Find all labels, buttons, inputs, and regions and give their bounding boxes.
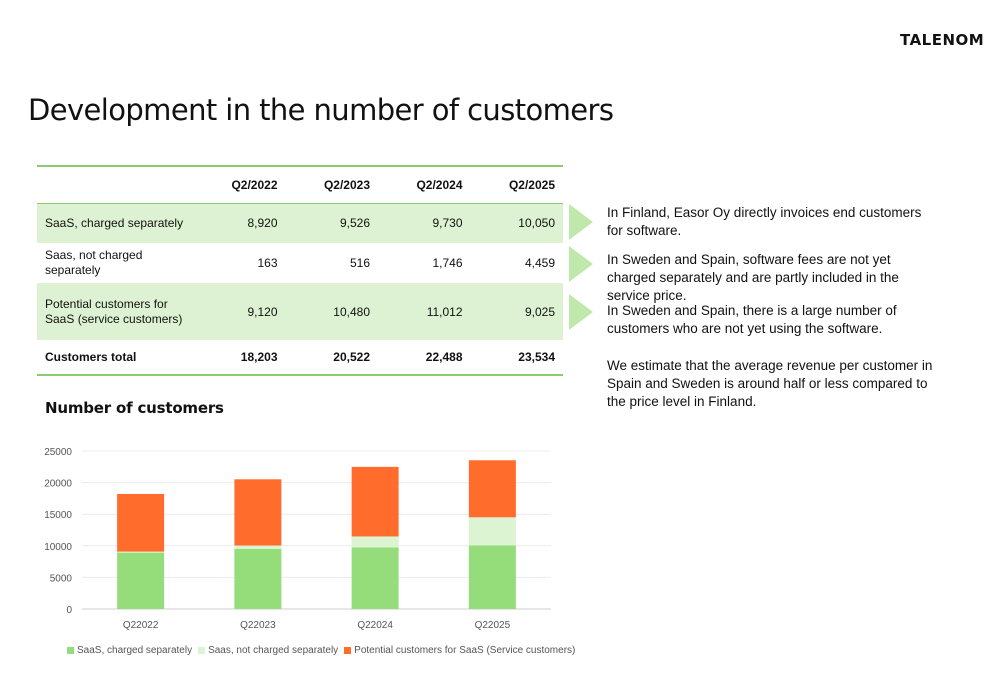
row-label: Potential customers for SaaS (service cu… bbox=[45, 296, 183, 326]
y-tick-label: 0 bbox=[66, 605, 72, 616]
bar-segment bbox=[468, 517, 516, 546]
table-cell: 10,050 bbox=[518, 216, 555, 231]
table-cell: 18,203 bbox=[240, 350, 278, 364]
table-header-q2-2023: Q2/2023 bbox=[323, 177, 370, 192]
table-cell: 9,526 bbox=[339, 216, 370, 231]
table-header-q2-2022: Q2/2022 bbox=[231, 177, 278, 192]
row-label: SaaS, charged separately bbox=[45, 215, 184, 230]
bar-segment bbox=[117, 551, 165, 553]
table-cell: 1,746 bbox=[432, 256, 463, 270]
legend-item: Saas, not charged separately bbox=[198, 645, 338, 656]
table-cell: 516 bbox=[349, 256, 370, 270]
table-header-empty bbox=[37, 166, 193, 203]
table-cell: 9,025 bbox=[524, 304, 555, 319]
chart-legend: SaaS, charged separately Saas, not charge… bbox=[67, 645, 575, 656]
y-tick-label: 20000 bbox=[44, 479, 72, 490]
row-label: Saas, not charged separately bbox=[45, 248, 143, 277]
table-header-q2-2025: Q2/2025 bbox=[508, 177, 555, 192]
note-software-fees: In Sweden and Spain, software fees are n… bbox=[607, 252, 899, 303]
y-tick-label: 5000 bbox=[50, 573, 73, 584]
talenom-logo: TALENOM bbox=[900, 31, 985, 49]
table-cell: 8,920 bbox=[247, 216, 278, 231]
note-not-using-software: In Sweden and Spain, there is a large nu… bbox=[607, 303, 897, 336]
legend-label: Saas, not charged separately bbox=[208, 645, 339, 656]
x-tick-label: Q22025 bbox=[475, 620, 511, 631]
bar-segment bbox=[351, 466, 399, 537]
legend-item: SaaS, charged separately bbox=[67, 645, 192, 656]
chart-title: Number of customers bbox=[45, 399, 224, 417]
bar-segment bbox=[234, 548, 282, 609]
customers-table: Q2/2022 Q2/2023 Q2/2024 Q2/2025 SaaS, ch… bbox=[37, 165, 563, 376]
table-cell: 20,522 bbox=[333, 350, 370, 364]
arrow-icon bbox=[569, 294, 593, 330]
bar-segment bbox=[351, 536, 399, 548]
legend-swatch bbox=[198, 647, 206, 654]
legend-swatch bbox=[67, 647, 74, 654]
bar-segment bbox=[117, 493, 165, 552]
table-row: Saas, not charged separately 163 516 1,7… bbox=[37, 243, 563, 283]
y-tick-label: 10000 bbox=[44, 542, 72, 553]
legend-swatch bbox=[344, 647, 352, 654]
table-header-q2-2024: Q2/2024 bbox=[416, 177, 463, 192]
stacked-bar-chart: 0 5000 10000 15000 20000 25000 Q22022 Q22023 Q22… bbox=[44, 447, 551, 631]
y-tick-label: 15000 bbox=[44, 510, 72, 521]
table-cell: 10,480 bbox=[333, 304, 370, 319]
table-cell: 4,459 bbox=[524, 256, 555, 270]
bar-segment bbox=[234, 479, 282, 546]
bar-segment bbox=[468, 545, 516, 609]
x-tick-label: Q22023 bbox=[240, 620, 276, 631]
arrow-icon bbox=[569, 246, 593, 282]
legend-label: Potential customers for SaaS (Service cu… bbox=[354, 645, 576, 656]
arrow-icon bbox=[569, 204, 593, 240]
table-header-row: Q2/2022 Q2/2023 Q2/2024 Q2/2025 bbox=[37, 166, 563, 203]
bar-segment bbox=[351, 547, 399, 609]
bar-segment bbox=[468, 460, 516, 518]
table-row: SaaS, charged separately 8,920 9,526 9,7… bbox=[37, 203, 563, 243]
table-total-row: Customers total 18,203 20,522 22,488 23,… bbox=[37, 340, 563, 375]
legend-label: SaaS, charged separately bbox=[77, 645, 193, 656]
x-tick-label: Q22022 bbox=[123, 620, 159, 631]
note-finland: In Finland, Easor Oy directly invoices e… bbox=[607, 205, 922, 238]
table-cell: 23,534 bbox=[518, 350, 555, 364]
table-row: Potential customers for SaaS (service cu… bbox=[37, 283, 563, 340]
table-cell: 22,488 bbox=[425, 350, 463, 364]
y-tick-label: 25000 bbox=[44, 447, 72, 458]
bar-segment bbox=[234, 545, 282, 549]
table-cell: 9,120 bbox=[247, 304, 278, 319]
table-cell: 163 bbox=[257, 256, 278, 270]
x-tick-label: Q22024 bbox=[357, 620, 393, 631]
table-cell: 9,730 bbox=[432, 216, 463, 231]
row-label: Customers total bbox=[45, 349, 137, 364]
bar-segment bbox=[117, 552, 165, 609]
table-cell: 11,012 bbox=[426, 304, 463, 319]
legend-item: Potential customers for SaaS (Service cu… bbox=[344, 645, 575, 656]
note-revenue-estimate: We estimate that the average revenue per… bbox=[607, 358, 933, 409]
page-title: Development in the number of customers bbox=[28, 93, 614, 127]
